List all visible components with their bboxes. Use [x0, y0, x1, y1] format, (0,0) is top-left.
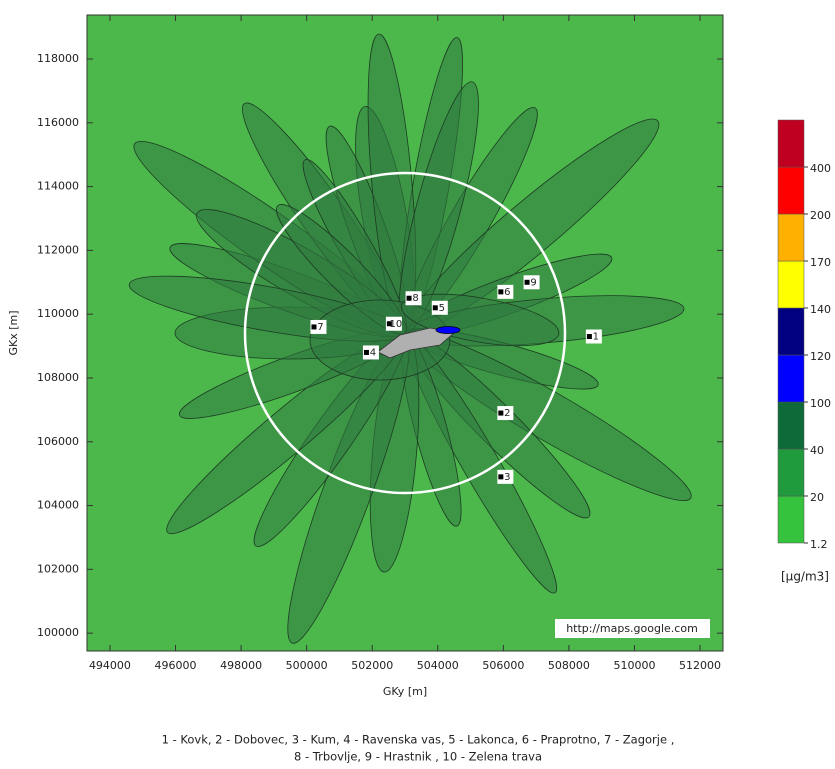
- station-marker: [364, 350, 369, 355]
- colorbar-segment: [778, 402, 804, 449]
- station-id: 4: [370, 347, 376, 358]
- station-id: 10: [390, 319, 403, 330]
- y-tick-label: 118000: [37, 52, 79, 65]
- station-id: 7: [317, 322, 323, 333]
- station-marker: [587, 334, 592, 339]
- station-marker: [525, 280, 530, 285]
- station-marker: [311, 324, 316, 329]
- x-tick-label: 504000: [417, 659, 459, 672]
- x-tick-label: 500000: [286, 659, 328, 672]
- x-tick-label: 510000: [613, 659, 655, 672]
- y-tick-label: 116000: [37, 116, 79, 129]
- colorbar-label: 200: [810, 209, 831, 222]
- colorbar-segment: [778, 308, 804, 355]
- y-tick-label: 102000: [37, 562, 79, 575]
- station-id: 5: [439, 303, 445, 314]
- caption-line: 8 - Trbovlje, 9 - Hrastnik , 10 - Zelena…: [294, 750, 542, 764]
- station-id: 6: [504, 287, 510, 298]
- colorbar-label: 120: [810, 350, 831, 363]
- map-figure: http://maps.google.com GKy [m] GKx [m] […: [0, 0, 835, 765]
- x-tick-label: 506000: [482, 659, 524, 672]
- colorbar-segment: [778, 355, 804, 402]
- y-tick-label: 112000: [37, 243, 79, 256]
- y-tick-label: 110000: [37, 307, 79, 320]
- x-tick-label: 502000: [351, 659, 393, 672]
- colorbar-segment: [778, 214, 804, 261]
- station-marker: [433, 305, 438, 310]
- colorbar-segment: [778, 496, 804, 543]
- station-marker: [498, 289, 503, 294]
- y-axis-label: GKx [m]: [7, 310, 20, 355]
- station-id: 1: [593, 332, 599, 343]
- caption-line: 1 - Kovk, 2 - Dobovec, 3 - Kum, 4 - Rave…: [162, 733, 675, 747]
- x-tick-label: 512000: [679, 659, 721, 672]
- attribution: http://maps.google.com: [566, 622, 698, 635]
- y-tick-label: 108000: [37, 371, 79, 384]
- x-axis-label: GKy [m]: [383, 685, 427, 698]
- y-tick-label: 104000: [37, 499, 79, 512]
- colorbar-segment: [778, 261, 804, 308]
- colorbar-label: 40: [810, 444, 824, 457]
- colorbar-label: 20: [810, 491, 824, 504]
- colorbar-label: 170: [810, 256, 831, 269]
- station-marker: [407, 296, 412, 301]
- x-tick-label: 498000: [220, 659, 262, 672]
- y-tick-label: 106000: [37, 435, 79, 448]
- station-id: 3: [504, 472, 510, 483]
- colorbar-segment: [778, 120, 804, 167]
- y-tick-label: 114000: [37, 180, 79, 193]
- y-tick-label: 100000: [37, 626, 79, 639]
- x-tick-label: 496000: [155, 659, 197, 672]
- high-concentration-zone: [436, 327, 460, 334]
- station-marker: [498, 474, 503, 479]
- station-id: 8: [412, 293, 418, 304]
- x-tick-label: 494000: [89, 659, 131, 672]
- x-tick-label: 508000: [548, 659, 590, 672]
- station-id: 2: [504, 408, 510, 419]
- colorbar-label: 100: [810, 397, 831, 410]
- station-marker: [498, 411, 503, 416]
- colorbar-segment: [778, 167, 804, 214]
- colorbar-unit: [µg/m3]: [781, 570, 829, 584]
- station-id: 9: [530, 277, 536, 288]
- colorbar-label: 1.2: [810, 538, 828, 551]
- colorbar-label: 400: [810, 162, 831, 175]
- colorbar-label: 140: [810, 303, 831, 316]
- colorbar-segment: [778, 449, 804, 496]
